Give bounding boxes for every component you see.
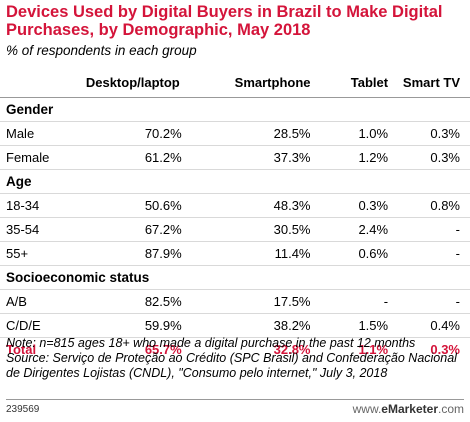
chart-title: Devices Used by Digital Buyers in Brazil… — [6, 3, 443, 39]
table-cell: 0.6% — [310, 241, 389, 266]
table-cell: 0.4% — [388, 313, 470, 338]
total-row: Total 65.7% 32.8% 1.1% 0.3% — [0, 337, 470, 361]
source-text: Source: Serviço de Proteção ao Crédito (… — [6, 351, 457, 380]
table-cell: 87.9% — [83, 241, 182, 266]
table-row: Male 70.2% 28.5% 1.0% 0.3% — [0, 121, 470, 146]
table-body: Gender Male 70.2% 28.5% 1.0% 0.3% Female 61.2% 3… — [0, 97, 470, 361]
row-label: Female — [0, 145, 84, 170]
note-text: Note: n=815 ages 18+ who made a digital … — [6, 336, 416, 350]
table-cell: 1.5% — [310, 313, 389, 338]
table-cell: 37.3% — [181, 145, 311, 170]
footnote: Note: n=815 ages 18+ who made a digital … — [6, 336, 466, 381]
table-cell: 30.5% — [181, 217, 311, 242]
table-cell: 59.9% — [83, 313, 182, 338]
table-cell: - — [388, 217, 470, 242]
header-desktop: Desktop/laptop — [83, 67, 182, 98]
total-cell: 32.8% — [181, 337, 311, 361]
data-table: Desktop/laptop Smartphone Tablet Smart T… — [0, 67, 470, 361]
table-row: 55+ 87.9% 11.4% 0.6% - — [0, 241, 470, 266]
table-cell: 1.2% — [310, 145, 389, 170]
header-blank — [0, 67, 84, 98]
chart-id: 239569 — [6, 404, 40, 415]
chart-subtitle: % of respondents in each group — [6, 43, 197, 58]
table-cell: 50.6% — [83, 193, 182, 218]
total-cell: 1.1% — [310, 337, 389, 361]
table-cell: 61.2% — [83, 145, 182, 170]
table-row: Female 61.2% 37.3% 1.2% 0.3% — [0, 145, 470, 170]
footer-divider — [6, 399, 464, 400]
brand-suffix: .com — [437, 402, 464, 416]
table-cell: 70.2% — [83, 121, 182, 146]
table-row: 35-54 67.2% 30.5% 2.4% - — [0, 217, 470, 242]
table-cell: - — [310, 289, 389, 314]
section-label: Age — [0, 169, 470, 194]
row-label: Male — [0, 121, 84, 146]
brand-logo: www.eMarketer.com — [353, 402, 464, 416]
table-row: A/B 82.5% 17.5% - - — [0, 289, 470, 314]
row-label: C/D/E — [0, 313, 84, 338]
brand-name: eMarketer — [381, 402, 438, 416]
table-row: C/D/E 59.9% 38.2% 1.5% 0.4% — [0, 313, 470, 338]
section-row: Socioeconomic status — [0, 265, 470, 290]
section-label: Socioeconomic status — [0, 265, 470, 290]
header-row: Desktop/laptop Smartphone Tablet Smart T… — [0, 67, 470, 98]
header-smartphone: Smartphone — [181, 67, 311, 98]
row-label: 35-54 — [0, 217, 84, 242]
table-cell: 0.3% — [388, 145, 470, 170]
header-tablet: Tablet — [310, 67, 389, 98]
header-smart-tv: Smart TV — [388, 67, 470, 98]
row-label: 55+ — [0, 241, 84, 266]
table-cell: 0.8% — [388, 193, 470, 218]
table-row: 18-34 50.6% 48.3% 0.3% 0.8% — [0, 193, 470, 218]
section-row: Gender — [0, 97, 470, 122]
table-cell: 11.4% — [181, 241, 311, 266]
table-cell: 82.5% — [83, 289, 182, 314]
row-label: 18-34 — [0, 193, 84, 218]
table-cell: - — [388, 241, 470, 266]
table-cell: 17.5% — [181, 289, 311, 314]
section-label: Gender — [0, 97, 470, 122]
total-label: Total — [0, 337, 84, 361]
table-cell: 0.3% — [388, 121, 470, 146]
table-cell: 38.2% — [181, 313, 311, 338]
table-cell: 48.3% — [181, 193, 311, 218]
table-cell: 67.2% — [83, 217, 182, 242]
total-cell: 65.7% — [83, 337, 182, 361]
table-cell: 0.3% — [310, 193, 389, 218]
table-cell: 1.0% — [310, 121, 389, 146]
table-cell: 2.4% — [310, 217, 389, 242]
total-cell: 0.3% — [388, 337, 470, 361]
table-cell: - — [388, 289, 470, 314]
section-row: Age — [0, 169, 470, 194]
table-cell: 28.5% — [181, 121, 311, 146]
brand-prefix: www. — [352, 402, 382, 416]
row-label: A/B — [0, 289, 84, 314]
